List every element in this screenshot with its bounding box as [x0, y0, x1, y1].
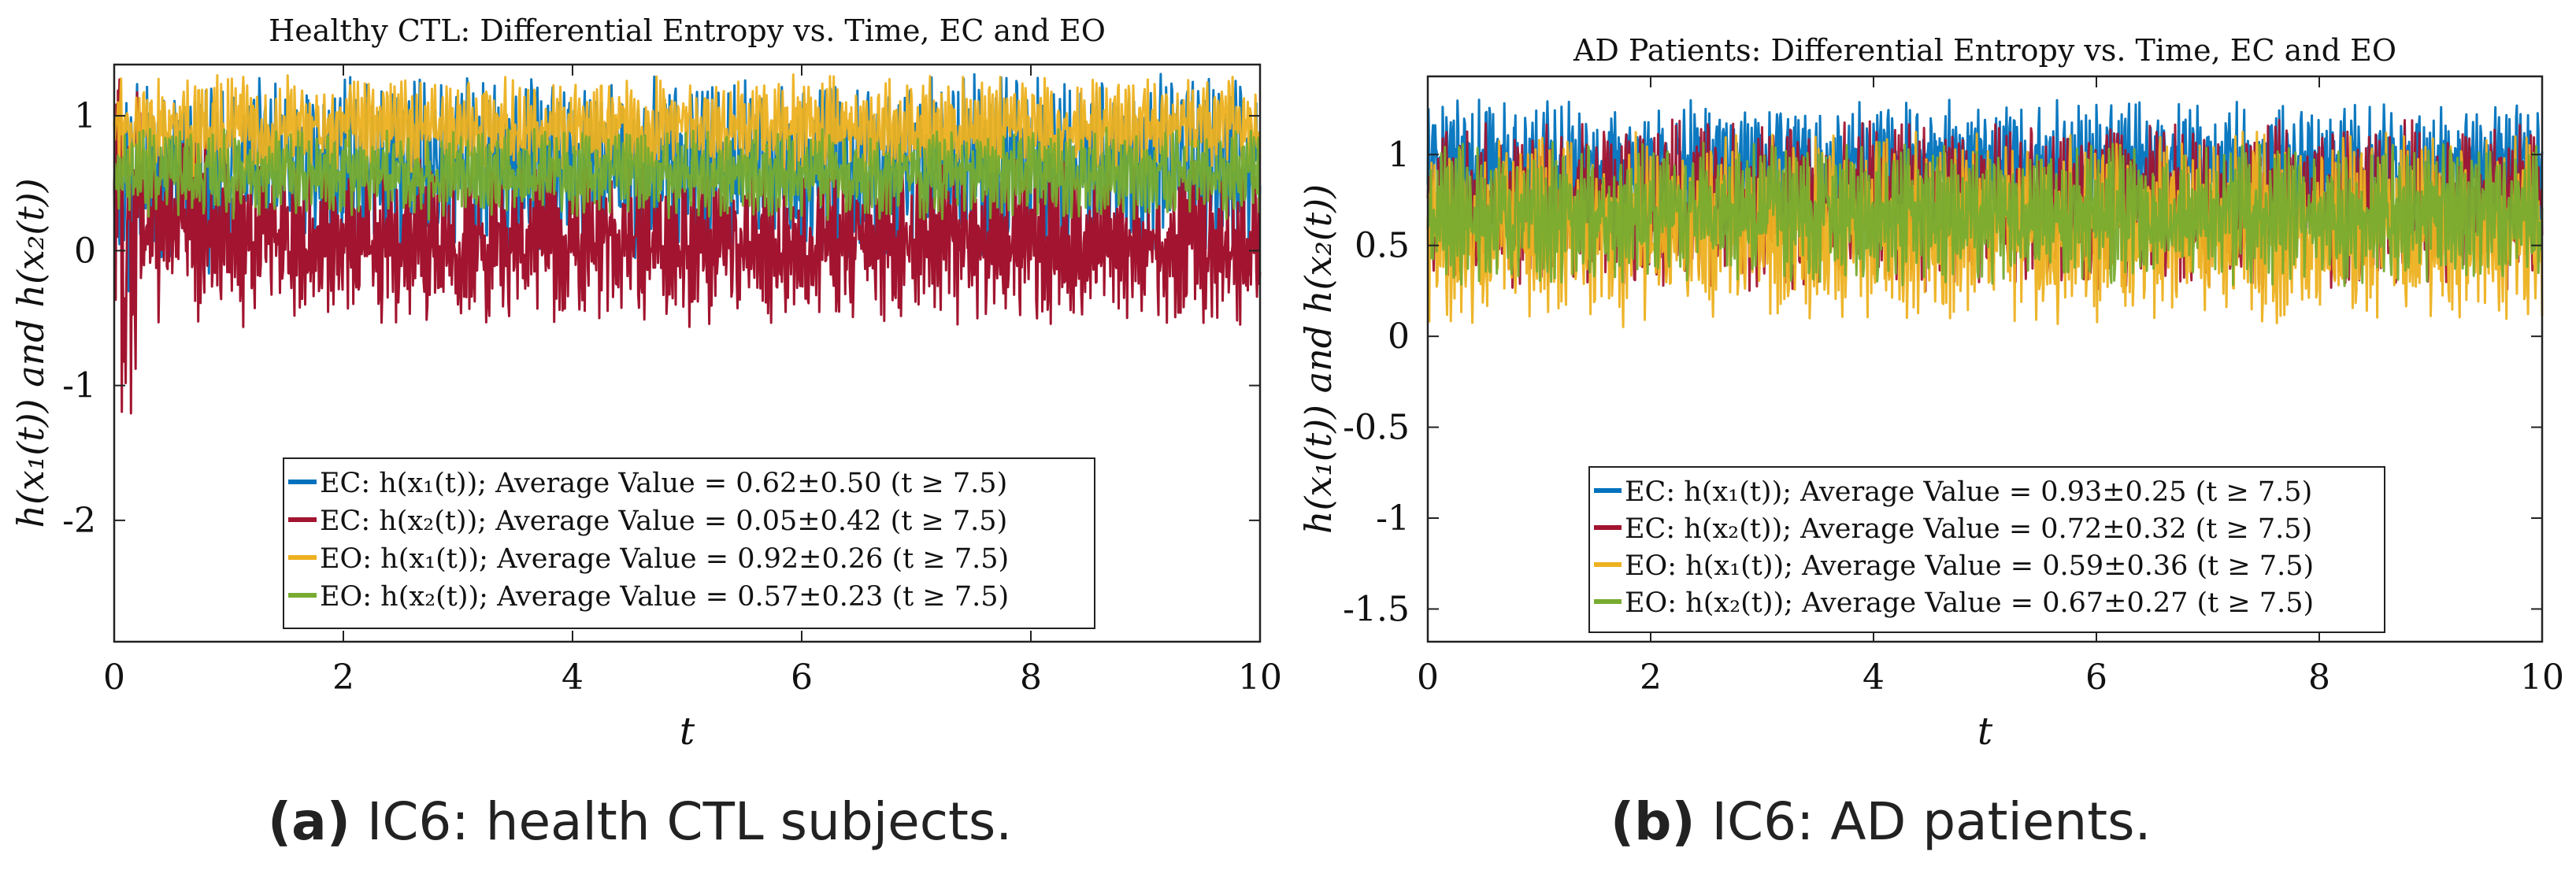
legend-label: EO: h(x₂(t)); Average Value = 0.57±0.23 …	[320, 581, 1009, 613]
legend-label: EO: h(x₁(t)); Average Value = 0.59±0.36 …	[1625, 550, 2314, 582]
caption-b-letter: (b)	[1610, 791, 1696, 852]
plot-frame	[113, 63, 1262, 643]
legend-label: EC: h(x₁(t)); Average Value = 0.93±0.25 …	[1625, 476, 2312, 508]
legend-label: EO: h(x₁(t)); Average Value = 0.92±0.26 …	[320, 543, 1009, 575]
y-tick-label: -1.5	[1343, 589, 1410, 629]
legend-label: EC: h(x₂(t)); Average Value = 0.72±0.32 …	[1625, 513, 2312, 545]
y-tick-label: 0	[74, 231, 96, 271]
legend-item-1: EC: h(x₁(t)); Average Value = 0.93±0.25 …	[1594, 476, 2312, 508]
caption-a-text: IC6: health CTL subjects.	[350, 791, 1013, 852]
x-tick-label: 6	[2085, 657, 2107, 698]
chart-title: Healthy CTL: Differential Entropy vs. Ti…	[269, 13, 1106, 48]
series-4-path	[1426, 141, 2544, 287]
x-tick-label: 10	[1238, 657, 1282, 698]
x-tick-label: 4	[562, 657, 584, 698]
y-axis-label: h(x₁(t)) and h(x₂(t))	[9, 178, 52, 528]
legend: EC: h(x₁(t)); Average Value = 0.93±0.25 …	[1588, 466, 2385, 633]
legend-box	[1588, 466, 2385, 633]
series-2-path	[113, 78, 1262, 415]
y-tick-label: 0.5	[1355, 226, 1410, 266]
x-tick-label: 0	[1417, 657, 1439, 698]
x-tick-label: 2	[332, 657, 354, 698]
legend-box	[283, 457, 1095, 629]
legend-label: EO: h(x₂(t)); Average Value = 0.67±0.27 …	[1625, 587, 2314, 619]
legend-item-3: EO: h(x₁(t)); Average Value = 0.92±0.26 …	[288, 543, 1009, 575]
y-axis-label: h(x₁(t)) and h(x₂(t))	[1297, 184, 1340, 534]
x-tick-label: 4	[1863, 657, 1885, 698]
series-3-line	[1426, 131, 2544, 328]
legend-item-4: EO: h(x₂(t)); Average Value = 0.67±0.27 …	[1594, 587, 2314, 619]
x-tick-label: 6	[791, 657, 813, 698]
legend-item-3: EO: h(x₁(t)); Average Value = 0.59±0.36 …	[1594, 550, 2314, 582]
chart-title: AD Patients: Differential Entropy vs. Ti…	[1573, 33, 2396, 68]
y-tick-label: -1	[1376, 498, 1410, 539]
series-4-path	[113, 126, 1261, 221]
x-axis-label: t	[680, 709, 695, 754]
x-tick-label: 0	[103, 657, 125, 698]
chart-panel-a: Healthy CTL: Differential Entropy vs. Ti…	[9, 13, 1282, 754]
caption-b-text: IC6: AD patients.	[1695, 791, 2152, 852]
legend: EC: h(x₁(t)); Average Value = 0.62±0.50 …	[283, 457, 1095, 629]
caption-b: (b) IC6: AD patients.	[1610, 791, 2152, 852]
series-4-line	[113, 126, 1261, 221]
y-tick-label: 1	[74, 96, 96, 136]
y-tick-label: -2	[62, 501, 96, 541]
legend-label: EC: h(x₁(t)); Average Value = 0.62±0.50 …	[320, 468, 1007, 499]
x-tick-label: 10	[2520, 657, 2564, 698]
x-tick-label: 8	[1020, 657, 1042, 698]
legend-label: EC: h(x₂(t)); Average Value = 0.05±0.42 …	[320, 506, 1007, 537]
legend-item-1: EC: h(x₁(t)); Average Value = 0.62±0.50 …	[288, 468, 1007, 499]
series-3-path	[1426, 131, 2544, 328]
series-4-line	[1426, 141, 2544, 287]
caption-a: (a) IC6: health CTL subjects.	[268, 791, 1012, 852]
legend-item-2: EC: h(x₂(t)); Average Value = 0.72±0.32 …	[1594, 513, 2312, 545]
y-tick-label: -0.5	[1343, 408, 1410, 448]
caption-a-letter: (a)	[268, 791, 350, 852]
x-axis-label: t	[1977, 709, 1993, 754]
legend-item-2: EC: h(x₂(t)); Average Value = 0.05±0.42 …	[288, 506, 1007, 537]
legend-item-4: EO: h(x₂(t)); Average Value = 0.57±0.23 …	[288, 581, 1009, 613]
x-tick-label: 2	[1640, 657, 1662, 698]
x-tick-label: 8	[2308, 657, 2330, 698]
series-2-line	[113, 78, 1262, 415]
y-tick-label: 0	[1388, 317, 1410, 357]
y-tick-label: 1	[1388, 135, 1410, 175]
chart-panel-b: AD Patients: Differential Entropy vs. Ti…	[1297, 33, 2564, 754]
y-tick-label: -1	[62, 366, 96, 406]
plot-frame	[1426, 75, 2544, 643]
